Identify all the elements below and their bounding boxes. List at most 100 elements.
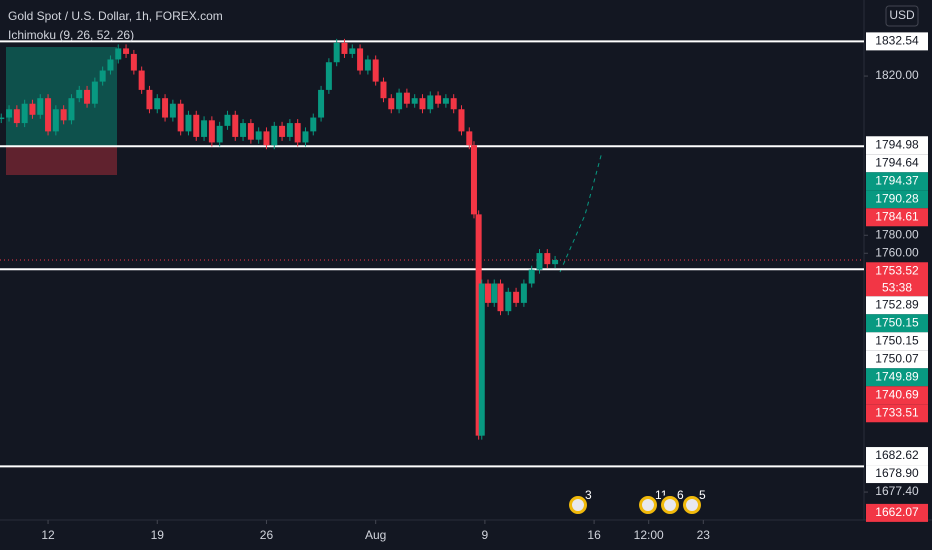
candle <box>21 103 28 124</box>
price-label: 1832.54 <box>875 34 919 48</box>
x-tick-label: 12:00 <box>634 528 664 542</box>
price-label-box <box>866 172 928 191</box>
x-tick-label: 23 <box>697 528 711 542</box>
candle <box>318 89 325 118</box>
candle <box>68 98 75 121</box>
candle <box>349 48 356 54</box>
candle <box>380 81 387 99</box>
candle <box>411 98 418 104</box>
price-label-box <box>866 386 928 405</box>
candle <box>302 131 309 143</box>
candle <box>146 89 153 110</box>
price-label-box <box>866 32 928 51</box>
candle <box>310 117 317 132</box>
candle <box>271 125 278 146</box>
price-label-box <box>866 465 928 484</box>
candle <box>52 109 59 132</box>
candle <box>177 103 184 132</box>
candle <box>193 114 200 137</box>
candle <box>232 114 239 137</box>
countdown: 53:38 <box>882 280 912 294</box>
indicator-label: Ichimoku (9, 26, 52, 26) <box>8 28 134 42</box>
x-tick-label: 19 <box>151 528 165 542</box>
candle <box>0 117 5 120</box>
candle <box>240 123 247 137</box>
price-label: 1749.89 <box>875 369 919 383</box>
candle <box>478 283 485 436</box>
candle <box>450 98 457 110</box>
candle <box>6 109 13 118</box>
candle <box>13 109 20 124</box>
price-label: 1794.98 <box>875 137 919 151</box>
candle <box>470 145 477 215</box>
price-label: 1682.62 <box>875 448 919 462</box>
candle <box>513 291 520 303</box>
x-tick-label: 16 <box>587 528 601 542</box>
candle <box>442 98 449 104</box>
candle <box>279 125 286 137</box>
price-label: 1750.15 <box>875 315 919 329</box>
candle <box>76 89 83 99</box>
price-label: 1740.69 <box>875 387 919 401</box>
candle <box>45 98 52 132</box>
event-flag <box>642 499 654 511</box>
candle <box>201 120 208 137</box>
price-label: 1780.00 <box>875 227 919 241</box>
price-label-box <box>866 208 928 227</box>
candle <box>333 42 340 63</box>
candle <box>396 92 403 110</box>
chart-title: Gold Spot / U.S. Dollar, 1h, FOREX.com <box>8 9 223 23</box>
candle <box>325 62 332 90</box>
price-label: 1820.00 <box>875 68 919 82</box>
price-label-box <box>866 332 928 351</box>
price-label-box <box>866 262 928 297</box>
price-label: 1753.52 <box>875 263 919 277</box>
price-label-box <box>866 296 928 315</box>
price-label-box <box>866 404 928 423</box>
price-label-box <box>866 136 928 155</box>
candle <box>138 70 145 90</box>
plot <box>0 38 864 468</box>
event-flag <box>686 499 698 511</box>
position-profit-zone <box>6 47 117 147</box>
price-label-box <box>866 503 928 522</box>
candle <box>208 120 215 143</box>
candle <box>341 42 348 54</box>
event-flag <box>572 499 584 511</box>
candle <box>294 123 301 143</box>
price-label-box <box>866 314 928 333</box>
price-label-box <box>866 190 928 209</box>
candle <box>544 253 551 265</box>
candle <box>458 109 465 132</box>
currency-box[interactable] <box>885 5 919 27</box>
candle <box>255 131 262 140</box>
candle <box>130 53 137 71</box>
price-label-box <box>866 447 928 466</box>
candle <box>247 123 254 140</box>
price-label: 1790.28 <box>875 191 919 205</box>
candle <box>185 114 192 132</box>
price-label: 1678.90 <box>875 466 919 480</box>
candle <box>435 95 442 104</box>
candle <box>520 283 527 303</box>
candle <box>419 98 426 110</box>
price-label: 1794.64 <box>875 155 919 169</box>
candle <box>388 98 395 110</box>
event-count: 3 <box>585 488 592 502</box>
projection-arrow <box>559 151 603 273</box>
candle <box>552 259 559 265</box>
currency[interactable]: USD <box>889 8 915 22</box>
event-count: 5 <box>699 488 706 502</box>
candle <box>364 59 371 71</box>
candle <box>485 283 492 303</box>
price-label: 1750.15 <box>875 333 919 347</box>
candle <box>497 283 504 312</box>
candle <box>84 89 91 104</box>
x-tick-label: 12 <box>41 528 55 542</box>
candle <box>372 59 379 82</box>
price-label: 1794.37 <box>875 173 919 187</box>
candle <box>91 81 98 104</box>
candle <box>115 48 122 60</box>
